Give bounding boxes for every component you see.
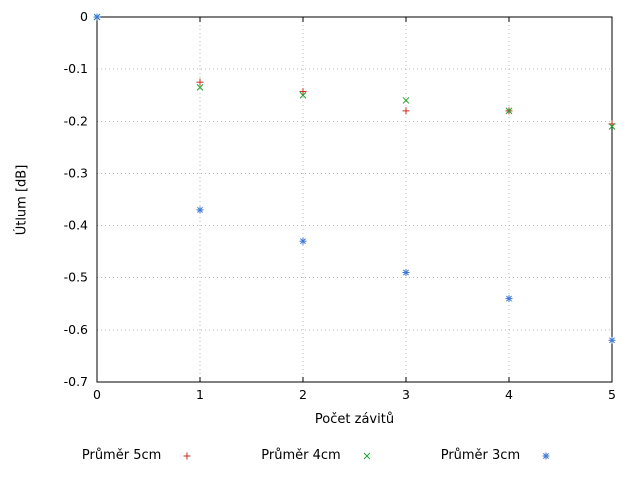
legend-label-3cm: Průměr 3cm (440, 448, 521, 463)
svg-text:-0.6: -0.6 (64, 322, 88, 337)
legend: Průměr 5cm Průměr 4cm Průměr 3cm (0, 448, 640, 463)
svg-text:-0.2: -0.2 (64, 113, 88, 128)
svg-text:1: 1 (196, 387, 204, 402)
legend-entry: Průměr 5cm (82, 448, 199, 463)
svg-text:0: 0 (80, 9, 88, 24)
cross-marker-icon (355, 449, 379, 463)
y-axis-label: Útlum [dB] (14, 164, 30, 236)
asterisk-marker-icon (534, 449, 558, 463)
svg-text:-0.1: -0.1 (64, 61, 88, 76)
legend-entry: Průměr 3cm (441, 448, 558, 463)
svg-text:-0.3: -0.3 (64, 165, 88, 180)
x-axis-label: Počet závitů (314, 412, 395, 427)
plus-marker-icon (175, 449, 199, 463)
svg-text:-0.4: -0.4 (64, 218, 88, 233)
svg-text:0: 0 (93, 387, 101, 402)
svg-text:5: 5 (608, 387, 616, 402)
legend-label-5cm: Průměr 5cm (81, 448, 162, 463)
svg-text:3: 3 (402, 387, 410, 402)
svg-text:-0.5: -0.5 (64, 270, 88, 285)
svg-text:-0.7: -0.7 (64, 374, 88, 389)
legend-entry: Průměr 4cm (261, 448, 378, 463)
legend-label-4cm: Průměr 4cm (261, 448, 341, 463)
svg-text:4: 4 (505, 387, 513, 402)
svg-text:2: 2 (299, 387, 307, 402)
